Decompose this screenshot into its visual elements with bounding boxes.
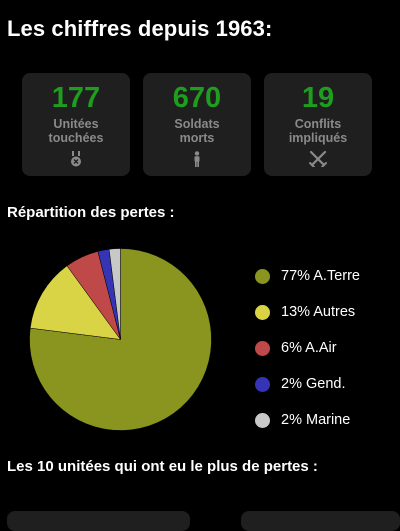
stats-row: 177 Unitées touchées 670 Soldats morts — [22, 73, 379, 176]
stat-value: 19 — [301, 82, 335, 114]
pie-slice — [108, 248, 121, 340]
unit-card[interactable] — [241, 511, 400, 531]
stat-label-line2: touchées — [48, 131, 104, 145]
legend-label: 2% Gend. — [281, 376, 346, 392]
top-units-section-title: Les 10 unitées qui ont eu le plus de per… — [7, 458, 318, 475]
legend-swatch — [255, 268, 270, 284]
soldier-icon — [143, 151, 251, 167]
stat-label-line2: impliqués — [288, 131, 348, 145]
losses-pie-chart — [29, 248, 212, 431]
losses-section-title: Répartition des pertes : — [7, 204, 175, 221]
crossed-swords-icon — [264, 151, 372, 167]
stat-value: 177 — [51, 82, 101, 114]
legend-item: 77% A.Terre — [255, 258, 360, 294]
stat-label-line1: Unitées — [53, 117, 99, 131]
page-title: Les chiffres depuis 1963: — [7, 16, 273, 41]
legend-label: 2% Marine — [281, 412, 351, 428]
legend-swatch — [255, 304, 270, 320]
chart-legend: 77% A.Terre 13% Autres 6% A.Air 2% Gend. 2% … — [255, 258, 360, 438]
stat-card-conflicts[interactable]: 19 Conflits impliqués — [264, 73, 372, 176]
stat-card-units[interactable]: 177 Unitées touchées — [22, 73, 130, 176]
legend-item: 6% A.Air — [255, 330, 360, 366]
legend-swatch — [255, 376, 270, 392]
stat-label: Soldats morts — [143, 117, 251, 145]
legend-label: 13% Autres — [281, 304, 356, 320]
stat-label-line1: Soldats — [174, 117, 220, 131]
medal-icon — [22, 151, 130, 167]
legend-item: 2% Marine — [255, 402, 360, 438]
stat-label-line1: Conflits — [294, 117, 342, 131]
stat-label: Conflits impliqués — [264, 117, 372, 145]
legend-item: 13% Autres — [255, 294, 360, 330]
legend-swatch — [255, 412, 270, 428]
stat-label-line2: morts — [179, 131, 215, 145]
stat-label: Unitées touchées — [22, 117, 130, 145]
stat-card-soldiers[interactable]: 670 Soldats morts — [143, 73, 251, 176]
unit-card[interactable] — [7, 511, 190, 531]
legend-label: 6% A.Air — [281, 340, 337, 356]
pie-slice — [29, 265, 122, 340]
stat-value: 670 — [172, 82, 222, 114]
legend-label: 77% A.Terre — [281, 268, 360, 284]
legend-swatch — [255, 340, 270, 356]
legend-item: 2% Gend. — [255, 366, 360, 402]
